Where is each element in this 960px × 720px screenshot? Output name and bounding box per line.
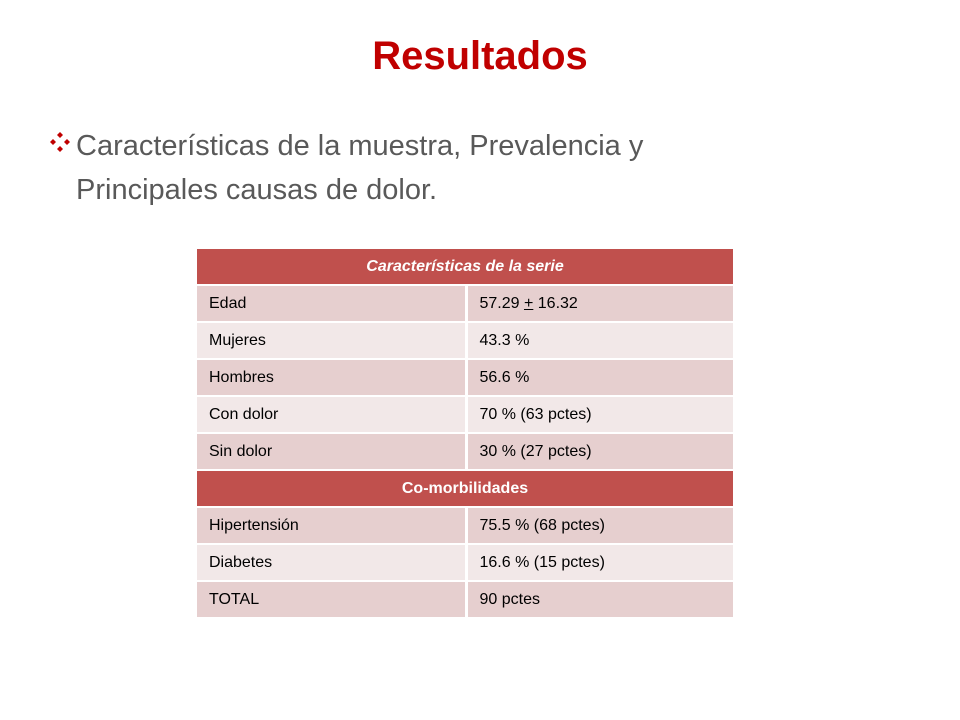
section-header-comorbilidades: Co-morbilidades — [195, 469, 735, 508]
row-value: 43.3 % — [465, 321, 735, 360]
table-row: TOTAL 90 pctes — [195, 580, 735, 619]
section-header-caracteristicas: Características de la serie — [195, 247, 735, 286]
table-row: Sin dolor 30 % (27 pctes) — [195, 432, 735, 471]
row-value: 75.5 % (68 pctes) — [465, 506, 735, 545]
row-label: TOTAL — [195, 580, 468, 619]
table-row: Hipertensión 75.5 % (68 pctes) — [195, 506, 735, 545]
bullet-text-line-1: Características de la muestra, Prevalenc… — [76, 130, 644, 162]
row-label: Hombres — [195, 358, 468, 397]
table-row: Mujeres 43.3 % — [195, 321, 735, 360]
row-value: 30 % (27 pctes) — [465, 432, 735, 471]
table-row: Hombres 56.6 % — [195, 358, 735, 397]
row-value: 90 pctes — [465, 580, 735, 619]
row-label: Diabetes — [195, 543, 468, 582]
plus-minus-sign: + — [523, 294, 534, 312]
results-table: Características de la serie Edad 57.29 +… — [195, 247, 735, 619]
diamond-bullet-icon — [48, 124, 72, 164]
bullet-item: Características de la muestra, Prevalenc… — [48, 124, 828, 212]
row-value: 56.6 % — [465, 358, 735, 397]
bullet-text: Características de la muestra, Prevalenc… — [76, 124, 643, 212]
table-row: Diabetes 16.6 % (15 pctes) — [195, 543, 735, 582]
table-section-header: Co-morbilidades — [195, 469, 735, 508]
table-row: Edad 57.29 + 16.32 — [195, 284, 735, 323]
row-label: Mujeres — [195, 321, 468, 360]
row-label: Sin dolor — [195, 432, 468, 471]
row-value: 16.6 % (15 pctes) — [465, 543, 735, 582]
slide-title: Resultados — [372, 34, 588, 78]
bullet-text-line-2: Principales causas de dolor. — [76, 174, 438, 206]
value-suffix: 16.32 — [533, 294, 578, 312]
row-label: Edad — [195, 284, 468, 323]
table-row: Con dolor 70 % (63 pctes) — [195, 395, 735, 434]
row-value: 57.29 + 16.32 — [465, 284, 735, 323]
table-section-header: Características de la serie — [195, 247, 735, 286]
value-prefix: 57.29 — [479, 294, 524, 312]
row-label: Hipertensión — [195, 506, 468, 545]
row-label: Con dolor — [195, 395, 468, 434]
row-value: 70 % (63 pctes) — [465, 395, 735, 434]
